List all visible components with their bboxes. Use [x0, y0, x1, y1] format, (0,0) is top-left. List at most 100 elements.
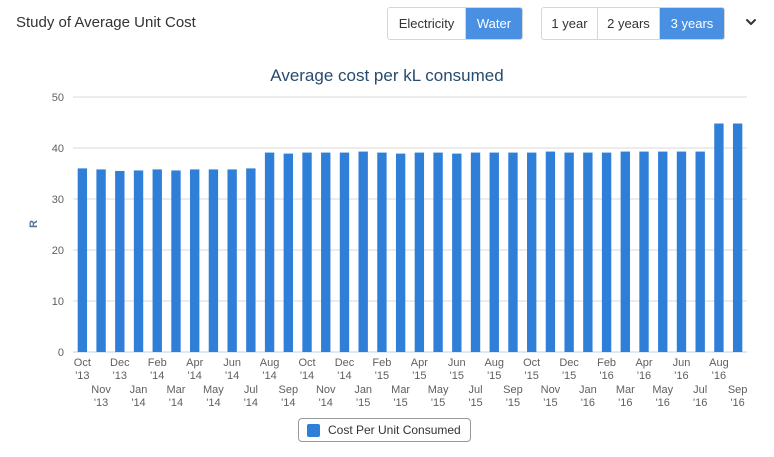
x-tick-label: Apr [411, 357, 428, 369]
x-tick-label: '14 [244, 397, 258, 409]
bar[interactable] [395, 153, 406, 352]
x-tick-label: Dec [335, 357, 355, 369]
x-tick-label: '14 [262, 370, 276, 382]
bar[interactable] [302, 152, 312, 352]
x-tick-label: '14 [225, 370, 239, 382]
bar[interactable] [583, 152, 593, 352]
bar[interactable] [732, 123, 743, 353]
x-tick-label: Oct [523, 357, 540, 369]
bar[interactable] [77, 168, 88, 352]
bar[interactable] [208, 169, 219, 352]
y-tick-label: 0 [58, 347, 64, 359]
bar[interactable] [658, 151, 668, 352]
bar[interactable] [171, 170, 181, 352]
chevron-down-icon[interactable] [743, 14, 759, 30]
bar[interactable] [96, 169, 106, 352]
x-tick-label: Sep [279, 384, 299, 396]
bar[interactable] [470, 152, 481, 352]
y-tick-label: 30 [52, 194, 64, 206]
bar[interactable] [545, 151, 556, 352]
x-tick-label: Jun [448, 357, 466, 369]
bar[interactable] [676, 151, 687, 352]
bar[interactable] [489, 152, 499, 352]
x-tick-label: '14 [319, 397, 333, 409]
bar[interactable] [152, 169, 162, 352]
y-tick-label: 20 [52, 245, 64, 257]
bar[interactable] [452, 153, 462, 352]
x-tick-label: Jan [579, 384, 597, 396]
x-tick-label: '14 [131, 397, 145, 409]
bar[interactable] [714, 123, 724, 353]
x-tick-label: '16 [656, 397, 670, 409]
x-tick-label: Mar [616, 384, 635, 396]
x-tick-label: Nov [91, 384, 111, 396]
x-tick-label: Feb [148, 357, 167, 369]
bar[interactable] [527, 152, 537, 352]
bar[interactable] [639, 151, 649, 352]
page-title: Study of Average Unit Cost [16, 14, 196, 31]
time-range-toggle: 1 year 2 years 3 years [541, 7, 725, 40]
bar[interactable] [377, 152, 387, 352]
legend-item[interactable]: Cost Per Unit Consumed [298, 418, 471, 442]
x-tick-label: '16 [730, 397, 744, 409]
x-tick-label: '15 [525, 370, 539, 382]
x-tick-label: Feb [372, 357, 391, 369]
water-button[interactable]: Water [466, 8, 522, 39]
electricity-button[interactable]: Electricity [388, 8, 466, 39]
bar[interactable] [190, 169, 200, 352]
bar[interactable] [433, 152, 443, 352]
bar[interactable] [358, 151, 368, 352]
bar[interactable] [695, 151, 705, 352]
x-tick-label: Jul [468, 384, 482, 396]
x-tick-label: May [652, 384, 673, 396]
x-tick-label: '15 [375, 370, 389, 382]
x-tick-label: May [203, 384, 224, 396]
x-tick-label: Jun [223, 357, 241, 369]
x-tick-label: '14 [281, 397, 295, 409]
range-3-years-button[interactable]: 3 years [660, 8, 724, 39]
x-tick-label: '16 [618, 397, 632, 409]
x-tick-label: '13 [75, 370, 89, 382]
x-tick-label: Sep [503, 384, 523, 396]
x-tick-label: '14 [337, 370, 351, 382]
bar[interactable] [414, 152, 425, 352]
x-tick-label: '14 [150, 370, 164, 382]
x-tick-label: '15 [450, 370, 464, 382]
y-tick-label: 40 [52, 143, 64, 155]
range-2-years-button[interactable]: 2 years [598, 8, 660, 39]
x-tick-label: '16 [637, 370, 651, 382]
chart-title: Average cost per kL consumed [270, 66, 503, 85]
x-tick-label: Aug [260, 357, 280, 369]
x-tick-label: '16 [581, 397, 595, 409]
bar[interactable] [321, 152, 331, 352]
bar[interactable] [283, 153, 293, 352]
bar[interactable] [601, 152, 612, 352]
bar[interactable] [115, 170, 125, 352]
bar[interactable] [620, 151, 630, 352]
x-tick-label: '15 [393, 397, 407, 409]
x-tick-label: '15 [356, 397, 370, 409]
x-tick-label: Feb [597, 357, 616, 369]
bar[interactable] [246, 168, 256, 352]
x-tick-label: Jun [673, 357, 691, 369]
x-tick-label: '15 [468, 397, 482, 409]
x-tick-label: Dec [559, 357, 579, 369]
y-tick-label: 10 [52, 296, 64, 308]
range-1-year-button[interactable]: 1 year [542, 8, 598, 39]
bar[interactable] [264, 152, 275, 352]
x-tick-label: Nov [541, 384, 561, 396]
bar[interactable] [564, 152, 574, 352]
x-tick-label: '14 [188, 370, 202, 382]
x-tick-label: '13 [113, 370, 127, 382]
bar[interactable] [133, 170, 144, 352]
x-tick-label: Nov [316, 384, 336, 396]
y-tick-label: 50 [52, 92, 64, 104]
x-tick-label: '14 [206, 397, 220, 409]
x-tick-label: Aug [484, 357, 504, 369]
x-tick-label: '14 [300, 370, 314, 382]
x-tick-label: '16 [693, 397, 707, 409]
legend-label: Cost Per Unit Consumed [328, 423, 461, 437]
bar[interactable] [339, 152, 350, 352]
bar[interactable] [508, 152, 518, 352]
bar[interactable] [227, 169, 237, 352]
